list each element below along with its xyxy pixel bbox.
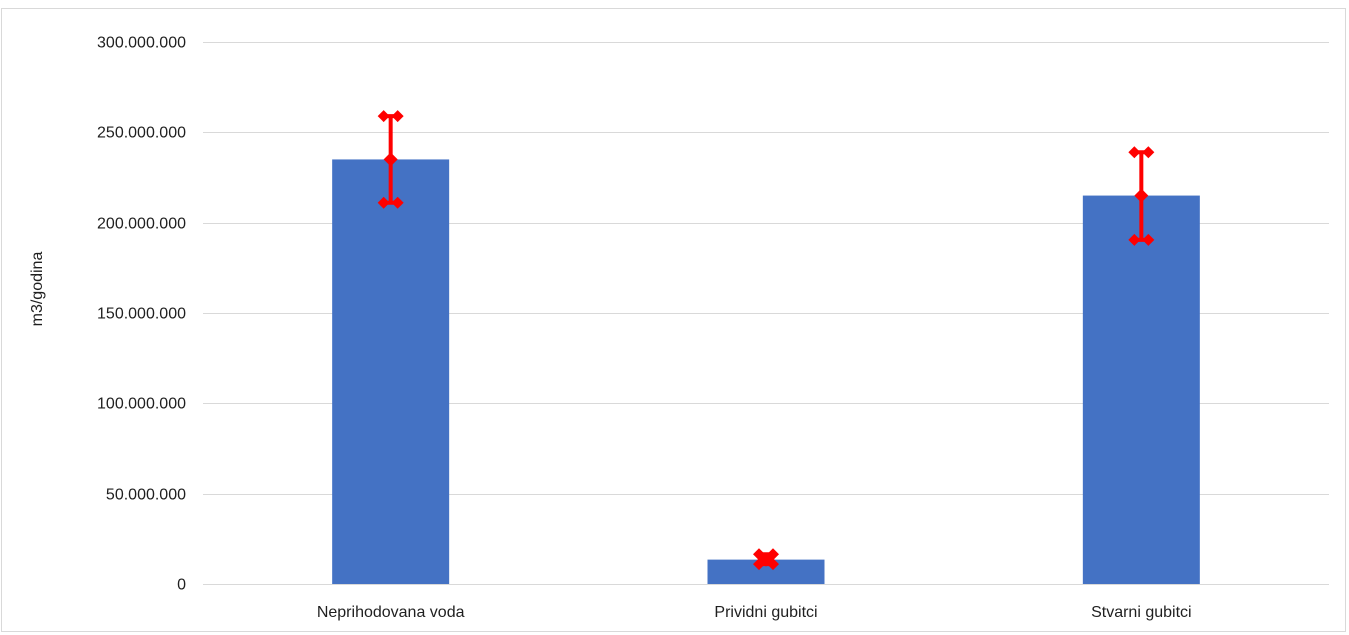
x-tick-label: Prividni gubitci bbox=[714, 604, 817, 621]
error-marker bbox=[377, 196, 390, 209]
error-marker bbox=[1134, 188, 1149, 203]
bars bbox=[332, 159, 1200, 585]
y-axis-title: m3/godina bbox=[29, 252, 46, 327]
x-axis-ticks: Neprihodovana voda Prividni gubitci Stvarn… bbox=[317, 604, 1192, 621]
error-marker bbox=[759, 552, 773, 567]
bar bbox=[1082, 195, 1200, 585]
error-marker bbox=[383, 152, 398, 167]
x-tick-label: Stvarni gubitci bbox=[1091, 604, 1192, 621]
y-tick-label: 100.000.000 bbox=[97, 396, 186, 413]
y-tick-label: 50.000.000 bbox=[106, 487, 186, 504]
y-axis-ticks: 0 50.000.000 100.000.000 150.000.000 200.000… bbox=[97, 35, 186, 594]
error-marker bbox=[391, 196, 404, 209]
x-tick-label: Neprihodovana voda bbox=[317, 604, 465, 621]
error-marker bbox=[1142, 233, 1155, 246]
y-tick-label: 200.000.000 bbox=[97, 216, 186, 233]
y-tick-label: 150.000.000 bbox=[97, 306, 186, 323]
error-marker bbox=[1128, 146, 1141, 159]
error-marker bbox=[1142, 146, 1155, 159]
error-marker bbox=[1128, 233, 1141, 246]
y-tick-label: 300.000.000 bbox=[97, 35, 186, 52]
bar bbox=[332, 159, 450, 584]
y-tick-label: 0 bbox=[177, 577, 186, 594]
y-tick-label: 250.000.000 bbox=[97, 125, 186, 142]
error-marker bbox=[391, 110, 404, 123]
error-marker bbox=[377, 110, 390, 123]
error-bars bbox=[377, 110, 1155, 571]
